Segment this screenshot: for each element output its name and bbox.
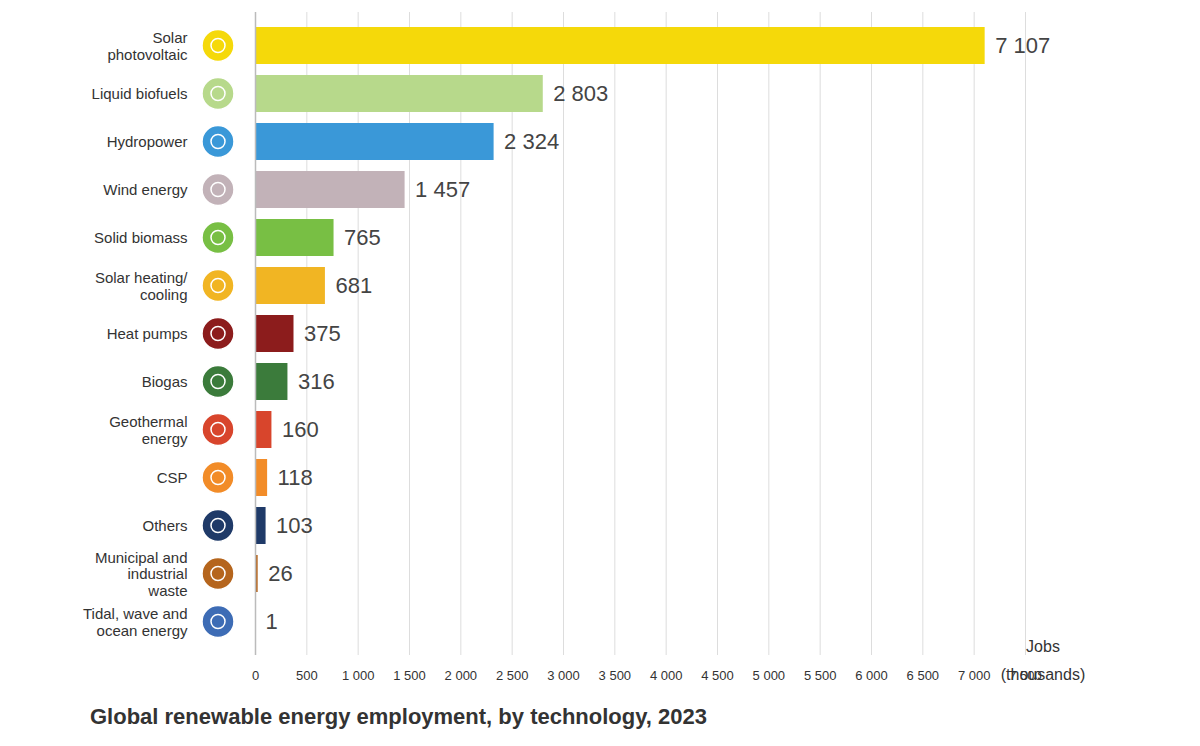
svg-text:681: 681 <box>335 273 372 298</box>
svg-text:Geothermalenergy: Geothermalenergy <box>109 413 188 447</box>
svg-text:4 500: 4 500 <box>701 668 734 683</box>
svg-text:Tidal, wave andocean energy: Tidal, wave andocean energy <box>83 605 188 639</box>
svg-text:Liquid biofuels: Liquid biofuels <box>92 85 188 102</box>
html-text:Global renewable energy employ: Global renewable energy employment, by t… <box>90 704 707 729</box>
svg-text:(thousands): (thousands) <box>1001 666 1086 683</box>
svg-text:1 457: 1 457 <box>415 177 470 202</box>
svg-text:Solar heating/cooling: Solar heating/cooling <box>95 269 188 303</box>
svg-text:1 000: 1 000 <box>342 668 375 683</box>
svg-text:103: 103 <box>276 513 313 538</box>
svg-text:3 500: 3 500 <box>599 668 632 683</box>
svg-text:CSP: CSP <box>157 469 188 486</box>
svg-text:1: 1 <box>266 609 278 634</box>
svg-text:2 324: 2 324 <box>504 129 559 154</box>
svg-text:118: 118 <box>278 465 313 490</box>
svg-text:Municipal andindustrialwaste: Municipal andindustrialwaste <box>95 549 188 599</box>
svg-text:Others: Others <box>142 517 187 534</box>
svg-text:4 000: 4 000 <box>650 668 683 683</box>
svg-text:0: 0 <box>252 668 259 683</box>
svg-text:Jobs: Jobs <box>1026 638 1060 655</box>
svg-text:2 803: 2 803 <box>553 81 608 106</box>
svg-text:7 000: 7 000 <box>958 668 991 683</box>
svg-text:Biogas: Biogas <box>142 373 188 390</box>
svg-text:Solarphotovoltaic: Solarphotovoltaic <box>107 29 188 63</box>
svg-text:6 000: 6 000 <box>855 668 888 683</box>
svg-text:Solid biomass: Solid biomass <box>94 229 187 246</box>
svg-text:26: 26 <box>268 561 292 586</box>
svg-text:6 500: 6 500 <box>907 668 940 683</box>
svg-text:5 000: 5 000 <box>753 668 786 683</box>
svg-text:2 000: 2 000 <box>445 668 478 683</box>
svg-text:2 500: 2 500 <box>496 668 529 683</box>
svg-text:375: 375 <box>304 321 341 346</box>
svg-text:1 500: 1 500 <box>393 668 426 683</box>
svg-text:Heat pumps: Heat pumps <box>107 325 188 342</box>
svg-text:3 000: 3 000 <box>547 668 580 683</box>
svg-text:160: 160 <box>282 417 319 442</box>
svg-text:5 500: 5 500 <box>804 668 837 683</box>
svg-text:7 107: 7 107 <box>995 33 1050 58</box>
svg-text:316: 316 <box>298 369 335 394</box>
svg-text:Hydropower: Hydropower <box>107 133 188 150</box>
svg-text:500: 500 <box>296 668 318 683</box>
svg-text:765: 765 <box>344 225 381 250</box>
svg-text:Wind energy: Wind energy <box>103 181 188 198</box>
